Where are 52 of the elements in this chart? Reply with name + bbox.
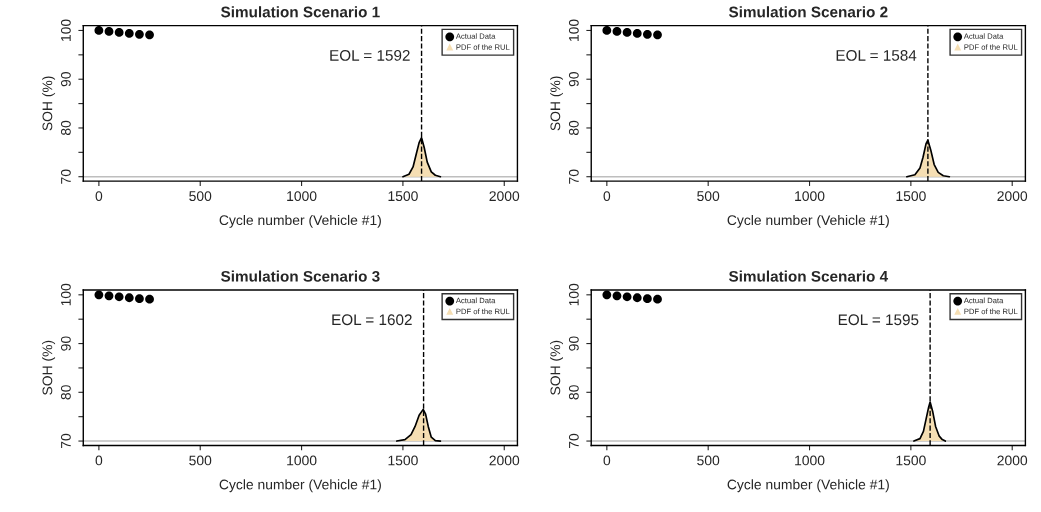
y-tick-label: 70 xyxy=(568,433,579,449)
chart-title: Simulation Scenario 3 xyxy=(220,270,380,282)
y-axis-title: SOH (%) xyxy=(550,340,563,395)
x-tick-label: 2000 xyxy=(997,191,1028,202)
x-tick-label: 0 xyxy=(603,191,611,202)
x-tick-label: 500 xyxy=(697,191,720,202)
y-tick-label: 90 xyxy=(60,336,71,351)
y-tick-label: 100 xyxy=(60,19,71,41)
x-tick-label: 2000 xyxy=(489,191,520,202)
y-tick-label: 80 xyxy=(60,385,71,400)
x-axis-title: Cycle number (Vehicle #1) xyxy=(727,214,889,228)
x-tick-label: 1500 xyxy=(388,455,418,466)
y-tick-label: 80 xyxy=(568,120,579,136)
x-tick-label: 1000 xyxy=(795,455,825,466)
x-tick-label: 500 xyxy=(189,191,212,202)
x-tick-label: 0 xyxy=(95,191,103,202)
x-tick-label: 1000 xyxy=(287,191,317,202)
x-tick-label: 0 xyxy=(95,455,103,466)
chart-title: Simulation Scenario 1 xyxy=(220,6,380,18)
y-tick-label: 90 xyxy=(568,72,579,87)
x-axis-title: Cycle number (Vehicle #1) xyxy=(219,214,381,228)
x-tick-label: 1500 xyxy=(388,191,418,202)
y-tick-label: 100 xyxy=(568,283,579,306)
y-tick-label: 100 xyxy=(568,19,579,41)
ref-line-label: EOL = 1592 xyxy=(330,49,410,61)
y-tick-label: 80 xyxy=(568,385,579,400)
ref-line-label: EOL = 1602 xyxy=(332,314,412,326)
ref-line-label: EOL = 1595 xyxy=(838,314,919,326)
x-tick-label: 1500 xyxy=(896,455,926,466)
y-tick-label: 90 xyxy=(60,72,71,87)
chart-title: Simulation Scenario 4 xyxy=(728,270,889,282)
y-tick-label: 70 xyxy=(60,169,71,184)
chart-title: Simulation Scenario 2 xyxy=(728,6,888,18)
y-tick-label: 90 xyxy=(568,336,579,351)
x-tick-label: 2000 xyxy=(997,455,1028,466)
x-tick-label: 1500 xyxy=(896,191,926,202)
y-tick-label: 80 xyxy=(60,120,71,136)
ref-line-label: EOL = 1584 xyxy=(836,49,917,61)
x-tick-label: 1000 xyxy=(795,191,825,202)
y-tick-label: 100 xyxy=(60,283,71,306)
y-axis-title: SOH (%) xyxy=(550,76,563,131)
x-tick-label: 0 xyxy=(603,455,611,466)
x-tick-label: 2000 xyxy=(489,455,520,466)
x-tick-label: 500 xyxy=(189,455,212,466)
x-tick-label: 500 xyxy=(697,455,720,466)
y-axis-title: SOH (%) xyxy=(42,340,56,395)
y-tick-label: 70 xyxy=(60,433,71,449)
y-axis-title: SOH (%) xyxy=(42,76,56,131)
y-tick-label: 70 xyxy=(568,169,579,184)
x-axis-title: Cycle number (Vehicle #1) xyxy=(219,479,381,493)
x-tick-label: 1000 xyxy=(287,455,317,466)
x-axis-title: Cycle number (Vehicle #1) xyxy=(727,479,889,493)
